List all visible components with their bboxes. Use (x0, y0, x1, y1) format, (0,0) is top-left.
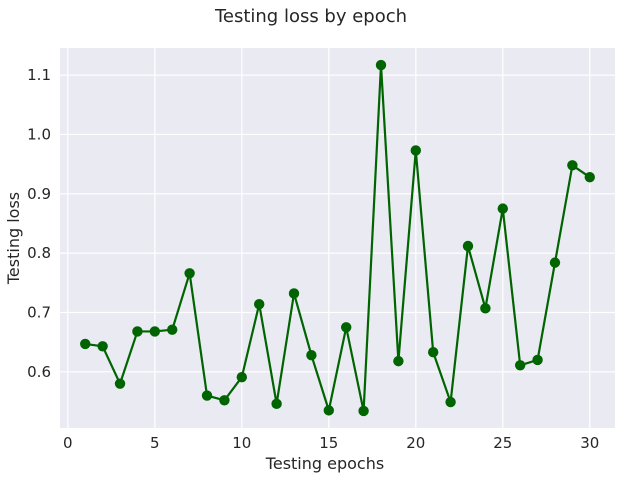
data-point (149, 326, 161, 337)
y-tick-label: 0.7 (27, 303, 51, 321)
data-point (288, 288, 300, 299)
data-point (236, 371, 248, 383)
data-point (306, 349, 317, 361)
data-point (254, 298, 265, 310)
data-point (567, 160, 578, 171)
data-point (393, 355, 404, 367)
data-point (445, 396, 456, 408)
y-tick-label: 0.6 (27, 363, 51, 381)
data-point (584, 171, 595, 183)
data-point (358, 405, 369, 417)
x-tick-label: 5 (150, 434, 160, 452)
x-axis-ticks: 0 5 10 15 20 25 30 (63, 434, 599, 452)
data-point (184, 268, 195, 279)
y-tick-label: 1.0 (27, 125, 51, 143)
x-tick-label: 30 (580, 434, 599, 452)
x-tick-label: 10 (232, 434, 251, 452)
data-point (532, 354, 543, 366)
y-axis-ticks: 0.6 0.7 0.8 0.9 1.0 1.1 (27, 66, 51, 381)
x-tick-label: 0 (63, 434, 73, 452)
data-point (219, 395, 230, 406)
x-tick-label: 25 (493, 434, 512, 452)
data-point (410, 145, 421, 156)
data-point (480, 303, 491, 314)
data-point (114, 378, 126, 389)
data-point (462, 240, 474, 252)
data-point (323, 405, 335, 416)
data-point (271, 398, 282, 410)
y-tick-label: 1.1 (27, 66, 51, 84)
x-tick-label: 15 (319, 434, 338, 452)
chart-title: Testing loss by epoch (214, 6, 407, 27)
data-point (549, 257, 561, 268)
data-point (132, 326, 143, 337)
series-layer (80, 59, 595, 417)
data-point (97, 341, 108, 352)
y-axis-label: Testing loss (4, 192, 23, 285)
data-point (427, 347, 439, 358)
x-axis-label: Testing epochs (265, 454, 384, 473)
data-point (340, 322, 352, 333)
data-point (80, 338, 91, 350)
grid-lines (60, 48, 615, 428)
data-point (375, 59, 387, 71)
data-point (497, 203, 508, 214)
data-point (167, 324, 178, 335)
x-tick-label: 20 (406, 434, 425, 452)
y-tick-label: 0.8 (27, 244, 51, 262)
y-tick-label: 0.9 (27, 185, 51, 203)
data-point (201, 390, 213, 401)
data-point (514, 360, 526, 371)
